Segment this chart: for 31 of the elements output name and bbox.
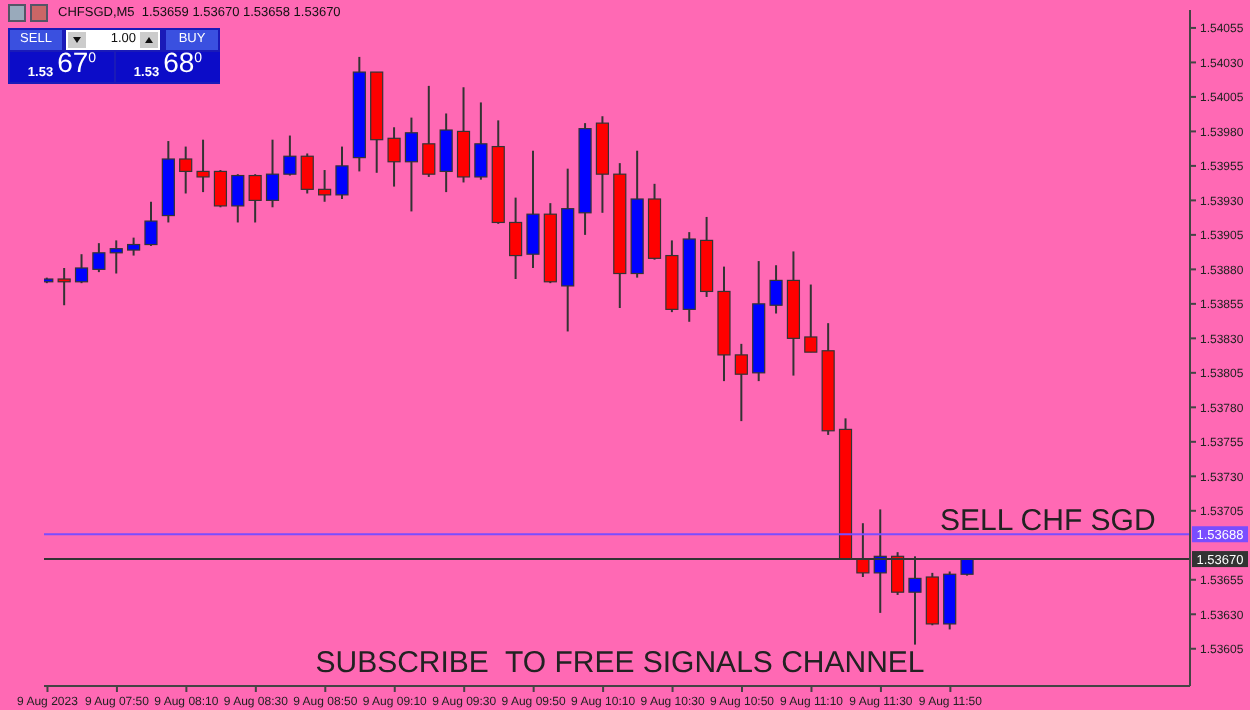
candlestick — [335, 145, 349, 200]
candlestick — [283, 134, 297, 177]
candlestick — [196, 138, 210, 194]
candlestick — [92, 242, 106, 274]
annotation: 68$^{0}$ — [163, 46, 203, 78]
candlestick — [734, 342, 748, 423]
candlestick — [456, 86, 471, 184]
candlestick — [509, 196, 523, 281]
candlestick — [526, 149, 540, 269]
candlestick — [300, 152, 314, 195]
candlestick — [422, 84, 436, 178]
candlestick — [404, 116, 419, 213]
candlestick — [439, 112, 453, 194]
candlestick — [318, 169, 332, 203]
candlestick — [248, 173, 262, 224]
annotation: 67$^{0}$ — [57, 46, 97, 78]
candlestick — [57, 266, 71, 307]
candlestick — [231, 173, 245, 224]
candlestick — [213, 169, 228, 209]
annotation: SELL CHF SGD — [940, 504, 1156, 538]
candlestick — [74, 253, 89, 285]
candlestick — [144, 200, 158, 247]
annotation: SUBSCRIBE TO FREE SIGNALS CHANNEL — [315, 646, 925, 680]
candlestick — [474, 101, 488, 181]
candlestick — [804, 283, 818, 354]
candlestick — [179, 145, 193, 195]
candlestick — [265, 138, 280, 209]
candlestick — [109, 239, 123, 275]
candlestick — [769, 264, 783, 315]
candlestick — [925, 571, 939, 627]
candlestick — [387, 126, 401, 188]
